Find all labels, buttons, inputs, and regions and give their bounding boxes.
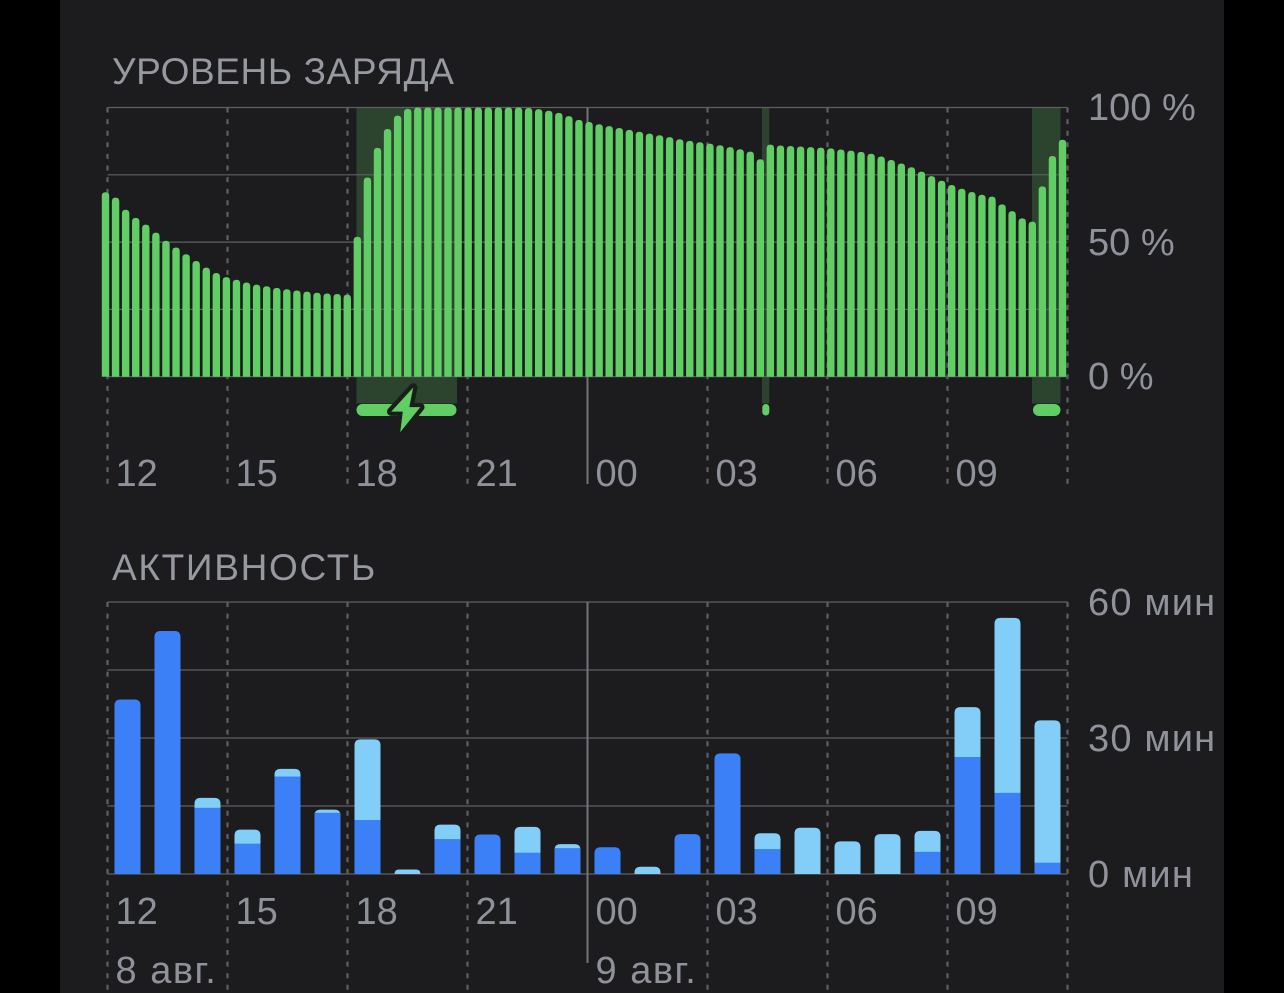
svg-text:0 %: 0 % (1088, 356, 1153, 398)
svg-text:00: 00 (596, 453, 638, 495)
svg-text:03: 03 (716, 453, 758, 495)
svg-text:12: 12 (116, 453, 158, 495)
svg-text:06: 06 (836, 453, 878, 495)
svg-text:18: 18 (356, 453, 398, 495)
svg-text:18: 18 (356, 891, 398, 933)
svg-text:09: 09 (956, 891, 998, 933)
svg-text:50 %: 50 % (1088, 222, 1175, 264)
svg-text:03: 03 (716, 891, 758, 933)
svg-text:09: 09 (956, 453, 998, 495)
svg-text:0 мин: 0 мин (1088, 854, 1194, 896)
svg-text:30 мин: 30 мин (1088, 718, 1216, 760)
svg-text:00: 00 (596, 891, 638, 933)
svg-text:21: 21 (476, 891, 518, 933)
svg-text:УРОВЕНЬ ЗАРЯДА: УРОВЕНЬ ЗАРЯДА (112, 51, 455, 92)
svg-text:9 авг.: 9 авг. (596, 950, 698, 992)
svg-text:15: 15 (236, 453, 278, 495)
svg-text:АКТИВНОСТЬ: АКТИВНОСТЬ (112, 547, 377, 588)
svg-text:8 авг.: 8 авг. (116, 950, 218, 992)
svg-text:12: 12 (116, 891, 158, 933)
svg-text:06: 06 (836, 891, 878, 933)
svg-text:100 %: 100 % (1088, 87, 1196, 129)
svg-text:60 мин: 60 мин (1088, 582, 1216, 624)
svg-text:15: 15 (236, 891, 278, 933)
svg-text:21: 21 (476, 453, 518, 495)
